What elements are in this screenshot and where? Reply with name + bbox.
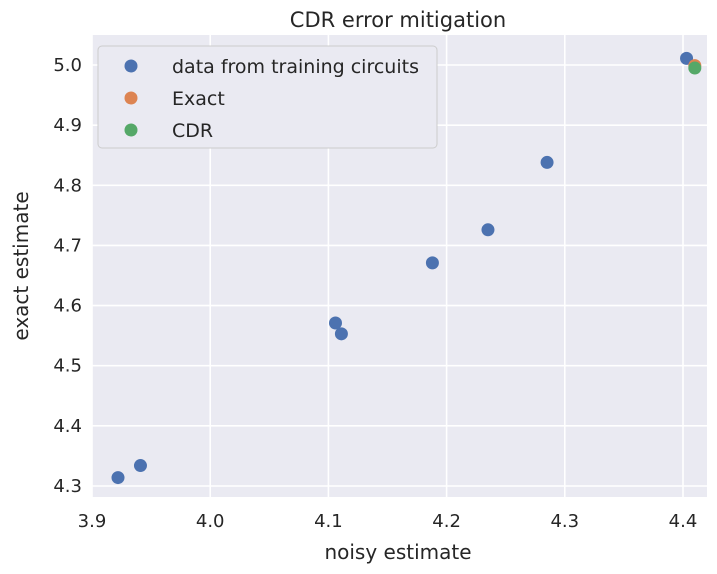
y-tick-labels: 4.3 4.4 4.5 4.6 4.7 4.8 4.9 5.0 — [53, 55, 82, 497]
data-points — [111, 51, 702, 485]
data-point — [688, 61, 702, 75]
x-axis-label: noisy estimate — [324, 540, 471, 564]
y-tick-label: 4.6 — [53, 296, 82, 317]
legend: data from training circuits Exact CDR — [97, 45, 438, 149]
x-tick-labels: 3.9 4.0 4.1 4.2 4.3 4.4 — [78, 511, 698, 532]
legend-marker — [124, 91, 138, 105]
data-point — [133, 459, 147, 473]
y-tick-label: 4.8 — [53, 175, 82, 196]
data-point — [111, 471, 125, 485]
y-tick-label: 4.7 — [53, 235, 82, 256]
x-tick-label: 4.2 — [432, 511, 461, 532]
data-point — [481, 223, 495, 237]
legend-label: Exact — [172, 88, 225, 110]
y-tick-label: 4.5 — [53, 356, 82, 377]
legend-marker — [124, 123, 138, 137]
x-tick-label: 4.4 — [669, 511, 698, 532]
y-tick-label: 5.0 — [53, 55, 82, 76]
data-point — [334, 327, 348, 341]
x-tick-label: 4.3 — [550, 511, 579, 532]
data-point — [328, 316, 342, 330]
y-axis-label: exact estimate — [9, 191, 33, 340]
data-point — [425, 256, 439, 270]
legend-box — [97, 45, 438, 149]
y-tick-label: 4.4 — [53, 416, 82, 437]
chart-title: CDR error mitigation — [290, 8, 506, 32]
data-point — [540, 155, 554, 169]
x-tick-label: 4.0 — [196, 511, 225, 532]
legend-marker — [124, 59, 138, 73]
y-tick-label: 4.3 — [53, 476, 82, 497]
x-tick-label: 3.9 — [78, 511, 107, 532]
y-tick-label: 4.9 — [53, 115, 82, 136]
legend-label: data from training circuits — [172, 56, 419, 78]
legend-label: CDR — [172, 120, 213, 142]
x-tick-label: 4.1 — [314, 511, 343, 532]
